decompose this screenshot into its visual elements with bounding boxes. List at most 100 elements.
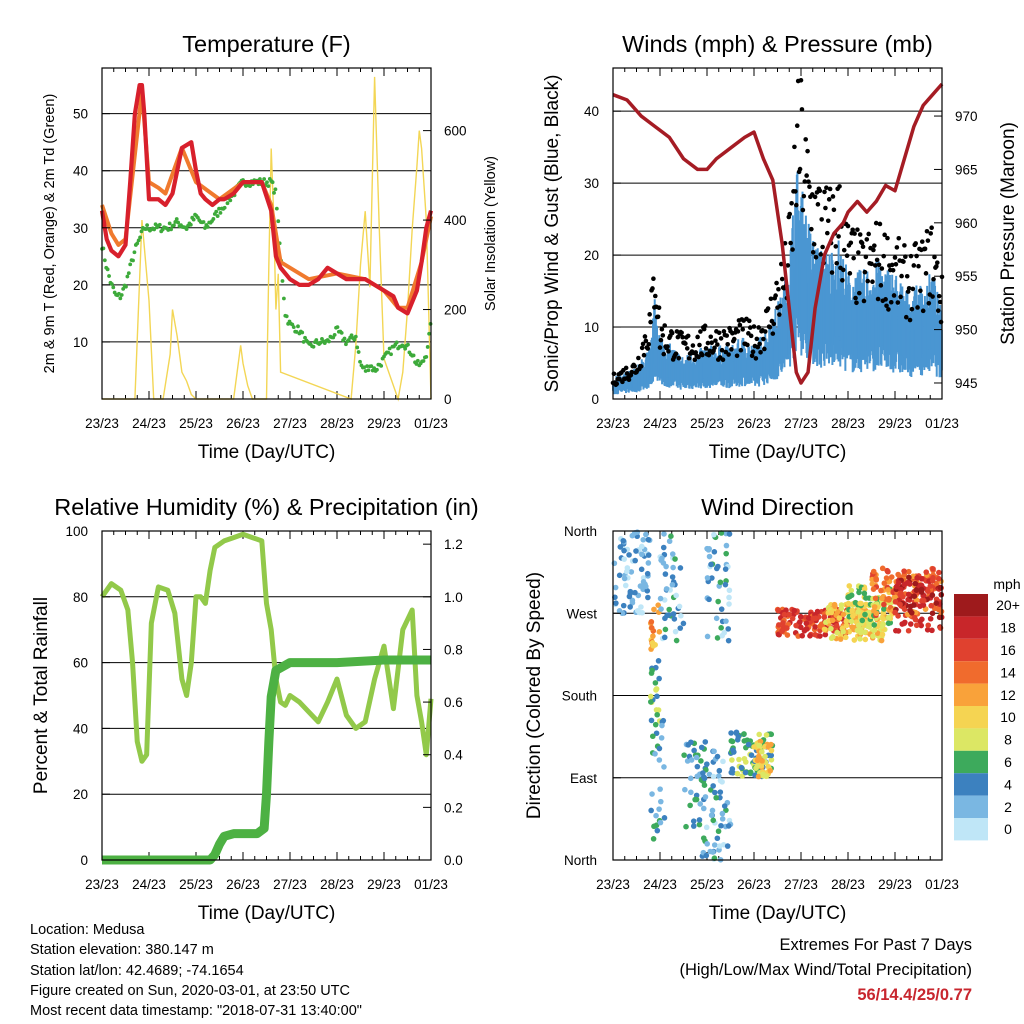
direction-point	[640, 575, 647, 581]
gust-point	[878, 283, 884, 288]
dewpoint-point	[152, 227, 157, 232]
dewpoint-point	[222, 205, 227, 210]
legend-label: 12	[1000, 687, 1016, 703]
direction-point	[897, 601, 903, 608]
direction-point	[918, 575, 925, 582]
gust-point	[882, 232, 887, 238]
dewpoint-point	[172, 223, 176, 228]
direction-point	[640, 579, 647, 585]
gust-point	[713, 338, 718, 343]
y2-tick-label: 1.2	[444, 537, 463, 552]
direction-point	[683, 823, 689, 830]
direction-point	[857, 636, 863, 642]
gust-point	[753, 356, 759, 361]
gust-point	[932, 254, 937, 260]
direction-point	[656, 675, 662, 682]
direction-point	[660, 717, 667, 724]
direction-point	[659, 555, 665, 562]
gust-point	[871, 247, 876, 253]
direction-point	[908, 609, 915, 616]
direction-point	[930, 566, 936, 572]
dewpoint-point	[265, 180, 269, 185]
x-axis-label: Time (Day/UTC)	[198, 442, 336, 463]
gust-point	[901, 259, 906, 264]
gust-point	[794, 202, 799, 208]
plot-area	[611, 529, 945, 863]
gust-point	[891, 293, 897, 298]
panel-title: Temperature (F)	[182, 31, 350, 57]
direction-point	[756, 731, 763, 738]
gust-point	[831, 207, 837, 213]
direction-point	[693, 796, 700, 803]
gust-point	[874, 257, 880, 263]
direction-point	[628, 569, 635, 575]
direction-point	[656, 757, 663, 763]
dewpoint-point	[356, 350, 361, 354]
gust-point	[805, 148, 810, 154]
gust-point	[818, 252, 824, 257]
direction-point	[666, 538, 673, 545]
gust-point	[793, 189, 798, 194]
direction-point	[638, 543, 645, 550]
direction-point	[658, 735, 665, 741]
direction-point	[623, 568, 630, 575]
gust-point	[655, 314, 661, 320]
gust-point	[869, 261, 874, 267]
direction-point	[721, 629, 728, 636]
legend-label: 6	[1004, 754, 1012, 770]
direction-point	[881, 580, 888, 587]
gust-point	[885, 235, 890, 241]
direction-point	[861, 590, 868, 597]
direction-point	[705, 547, 712, 553]
y2-tick-label: 0.4	[444, 748, 463, 763]
direction-point	[736, 756, 742, 763]
direction-point	[627, 604, 633, 610]
direction-point	[762, 753, 768, 760]
series-gust	[610, 78, 945, 388]
y-tick-label: 80	[73, 590, 88, 605]
dewpoint-point	[153, 222, 158, 227]
gust-point	[841, 247, 847, 253]
gust-point	[820, 244, 825, 250]
direction-point	[691, 747, 697, 754]
gust-point	[778, 261, 784, 267]
dewpoint-point	[291, 325, 296, 330]
direction-point	[856, 589, 862, 596]
direction-point	[849, 607, 856, 614]
speed-legend: mph 20+ 18 16 14 12 10 8 6 4 2 0	[954, 576, 1021, 841]
direction-point	[741, 731, 747, 737]
gust-point	[860, 244, 866, 250]
direction-point	[907, 621, 914, 627]
gust-point	[770, 331, 776, 336]
direction-point	[714, 635, 721, 641]
direction-point	[706, 553, 713, 560]
direction-point	[763, 773, 770, 780]
gust-point	[862, 269, 868, 275]
direction-point	[657, 819, 664, 826]
direction-point	[645, 560, 652, 566]
gust-point	[892, 255, 898, 260]
direction-point	[810, 615, 817, 622]
gust-point	[893, 261, 899, 267]
x-tick-label: 28/23	[320, 416, 354, 431]
x-tick-label: 01/23	[925, 416, 959, 431]
direction-point	[910, 602, 917, 608]
direction-point	[936, 614, 943, 621]
direction-point	[694, 773, 700, 780]
y-tick-label: 40	[73, 721, 88, 736]
y-tick-label: North	[564, 853, 597, 868]
gust-point	[712, 345, 717, 351]
direction-point	[803, 620, 810, 627]
direction-point	[706, 771, 713, 778]
direction-point	[723, 542, 730, 549]
direction-point	[738, 764, 745, 771]
direction-point	[711, 748, 717, 755]
direction-point	[892, 598, 899, 605]
gust-point	[748, 333, 754, 339]
gust-point	[745, 342, 750, 348]
direction-point	[924, 626, 931, 633]
extremes-heading: Extremes For Past 7 Days	[779, 936, 972, 954]
gust-point	[785, 263, 791, 268]
direction-point	[901, 568, 907, 574]
y-tick-label: 30	[584, 176, 599, 191]
